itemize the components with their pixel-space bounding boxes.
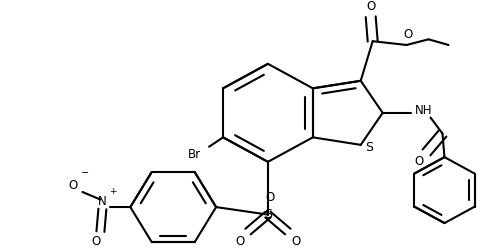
Text: S: S: [365, 141, 373, 154]
Text: NH: NH: [415, 104, 432, 117]
Text: O: O: [414, 155, 423, 168]
Text: O: O: [265, 191, 274, 204]
Text: O: O: [291, 234, 300, 248]
Text: O: O: [92, 236, 101, 248]
Text: +: +: [109, 188, 116, 196]
Text: O: O: [236, 234, 245, 248]
Text: S: S: [264, 208, 272, 221]
Text: O: O: [403, 28, 412, 41]
Text: Br: Br: [188, 148, 201, 161]
Text: O: O: [69, 179, 78, 192]
Text: N: N: [98, 195, 107, 208]
Text: O: O: [366, 0, 375, 13]
Text: −: −: [81, 168, 90, 178]
